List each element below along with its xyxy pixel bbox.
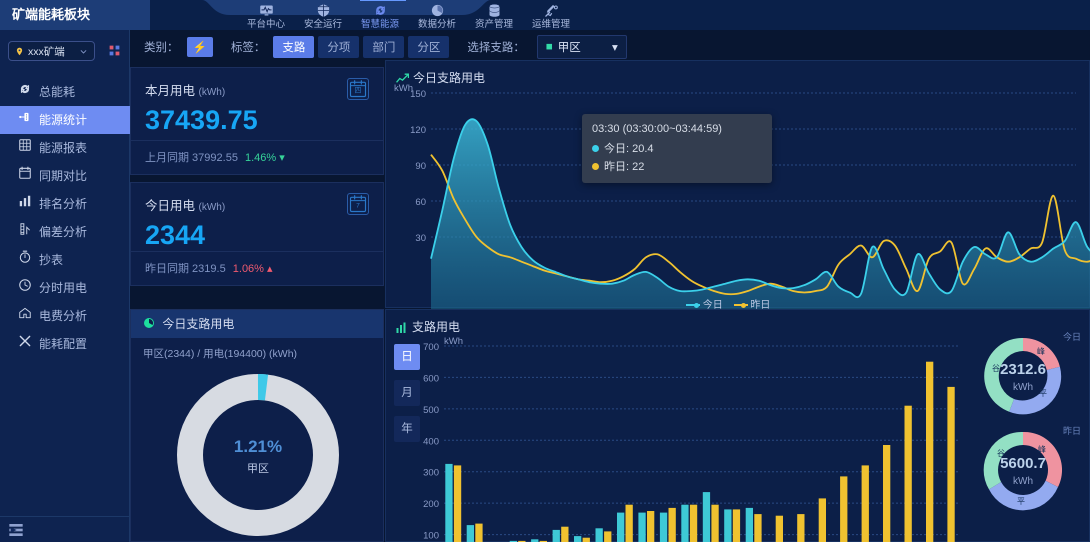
svg-text:120: 120 xyxy=(410,125,426,136)
svg-text:kWh: kWh xyxy=(1013,476,1033,487)
svg-text:500: 500 xyxy=(423,405,439,416)
svg-text:平: 平 xyxy=(1039,389,1047,398)
svg-text:700: 700 xyxy=(423,342,439,353)
svg-text:甲区: 甲区 xyxy=(247,463,269,475)
svg-text:2312.6: 2312.6 xyxy=(1000,361,1046,378)
svg-text:100: 100 xyxy=(423,531,439,542)
svg-text:四: 四 xyxy=(355,86,362,94)
svg-text:5600.7: 5600.7 xyxy=(1000,455,1046,472)
svg-text:400: 400 xyxy=(423,436,439,447)
svg-text:30: 30 xyxy=(415,233,426,244)
svg-text:1.21%: 1.21% xyxy=(234,437,282,456)
svg-text:200: 200 xyxy=(423,499,439,510)
svg-text:平: 平 xyxy=(1017,497,1025,506)
svg-text:kWh: kWh xyxy=(1013,382,1033,393)
svg-text:150: 150 xyxy=(410,89,426,100)
svg-text:kWh: kWh xyxy=(444,336,463,347)
svg-text:600: 600 xyxy=(423,373,439,384)
svg-text:90: 90 xyxy=(415,161,426,172)
svg-text:谷: 谷 xyxy=(992,364,1000,373)
svg-text:谷: 谷 xyxy=(997,449,1005,458)
svg-text:7: 7 xyxy=(356,202,360,209)
svg-text:300: 300 xyxy=(423,468,439,479)
svg-text:峰: 峰 xyxy=(1038,444,1046,454)
svg-text:峰: 峰 xyxy=(1037,346,1045,356)
svg-text:60: 60 xyxy=(415,197,426,208)
